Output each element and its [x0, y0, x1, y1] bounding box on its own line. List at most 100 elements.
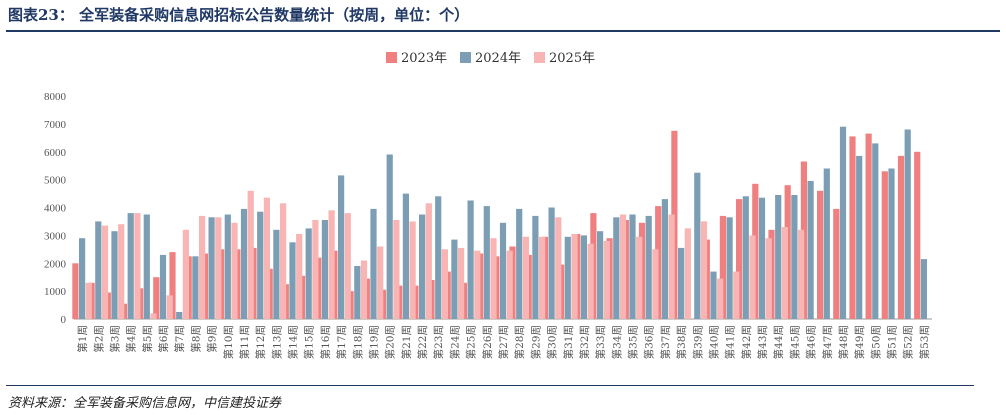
bar — [176, 312, 183, 319]
bar — [280, 203, 287, 319]
bar — [263, 197, 270, 319]
bar — [458, 247, 465, 319]
x-tick-label: 第44周 — [772, 325, 785, 359]
bar — [516, 208, 523, 319]
bar — [338, 175, 345, 319]
bar — [483, 206, 490, 319]
x-tick-label: 第52周 — [902, 325, 915, 359]
bar — [619, 214, 627, 319]
bar — [312, 220, 319, 319]
bar — [143, 214, 150, 319]
bar — [467, 200, 474, 319]
bar — [678, 247, 685, 319]
bar — [328, 210, 335, 319]
x-axis: 第1周 第2周 第3周 第4周 第5周 第6周 第7周 第8周 第9周 第10周 第11周 第12周第… — [76, 325, 931, 359]
bar — [571, 234, 578, 319]
bar — [580, 235, 587, 319]
bar — [555, 217, 562, 319]
bottom-rule — [6, 385, 974, 386]
bar — [208, 217, 215, 319]
bar — [435, 196, 442, 319]
bar — [710, 271, 717, 319]
bar — [807, 181, 814, 319]
bar — [791, 195, 798, 319]
bar — [441, 249, 448, 319]
bar — [273, 229, 280, 319]
bar — [717, 278, 724, 319]
bar — [881, 171, 888, 319]
bar — [749, 235, 756, 319]
x-tick-label: 第38周 — [675, 325, 688, 359]
bar — [904, 129, 911, 319]
bar — [240, 208, 248, 319]
bar — [199, 215, 206, 319]
legend: 2023年 2024年 2025年 — [386, 51, 595, 66]
x-tick-label: 第18周 — [351, 325, 364, 359]
top-rule — [6, 30, 1000, 32]
bar — [166, 295, 173, 319]
bar — [668, 214, 675, 319]
bar — [474, 250, 481, 319]
x-tick-label: 第51周 — [886, 325, 899, 359]
legend-label: 2024年 — [475, 51, 521, 66]
bar — [215, 217, 222, 319]
x-tick-label: 第21周 — [400, 325, 413, 359]
bar — [134, 213, 141, 319]
y-tick-label: 5000 — [44, 175, 67, 187]
bar — [289, 242, 296, 319]
x-tick-label: 第12周 — [254, 325, 267, 359]
bar — [856, 155, 863, 319]
bar — [765, 238, 772, 319]
bar — [694, 172, 701, 319]
bar — [127, 213, 134, 319]
bar — [587, 243, 594, 319]
bar — [377, 246, 384, 319]
x-tick-label: 第35周 — [627, 325, 640, 359]
bar — [490, 238, 497, 319]
x-tick-label: 第7周 — [173, 325, 186, 353]
bar — [425, 203, 432, 319]
bar — [79, 238, 86, 319]
x-tick-label: 第27周 — [497, 325, 510, 359]
x-tick-label: 第34周 — [610, 325, 623, 359]
bar — [661, 199, 668, 319]
x-tick-label: 第11周 — [238, 325, 251, 359]
legend-swatch — [460, 52, 471, 63]
bar — [629, 214, 636, 319]
bar — [539, 236, 546, 319]
bar — [72, 263, 79, 320]
y-tick-label: 3000 — [44, 230, 67, 242]
x-tick-label: 第4周 — [125, 325, 138, 353]
bar — [548, 207, 555, 319]
bar — [169, 252, 176, 319]
x-tick-label: 第16周 — [319, 325, 332, 359]
bar — [247, 190, 254, 319]
bar — [781, 227, 788, 319]
x-tick-label: 第17周 — [335, 325, 348, 359]
bar — [344, 213, 351, 319]
bar — [386, 154, 393, 319]
bar — [296, 234, 303, 319]
x-tick-label: 第9周 — [206, 325, 219, 353]
bar — [111, 231, 118, 319]
bar — [257, 211, 264, 319]
bar — [872, 143, 879, 319]
bar — [775, 195, 782, 319]
bar — [182, 229, 189, 319]
x-tick-label: 第42周 — [740, 325, 753, 359]
bar — [153, 277, 160, 319]
x-tick-label: 第6周 — [157, 325, 170, 353]
bar — [159, 254, 167, 319]
x-tick-label: 第22周 — [416, 325, 429, 359]
x-tick-label: 第40周 — [708, 325, 721, 359]
bar — [370, 208, 377, 319]
bar — [224, 214, 231, 319]
x-tick-label: 第49周 — [853, 325, 866, 359]
x-tick-label: 第31周 — [562, 325, 575, 359]
bar — [897, 155, 905, 319]
bar — [305, 228, 312, 319]
bar — [839, 126, 847, 319]
bar — [920, 259, 927, 319]
x-tick-label: 第47周 — [821, 325, 834, 359]
bar — [849, 136, 856, 319]
